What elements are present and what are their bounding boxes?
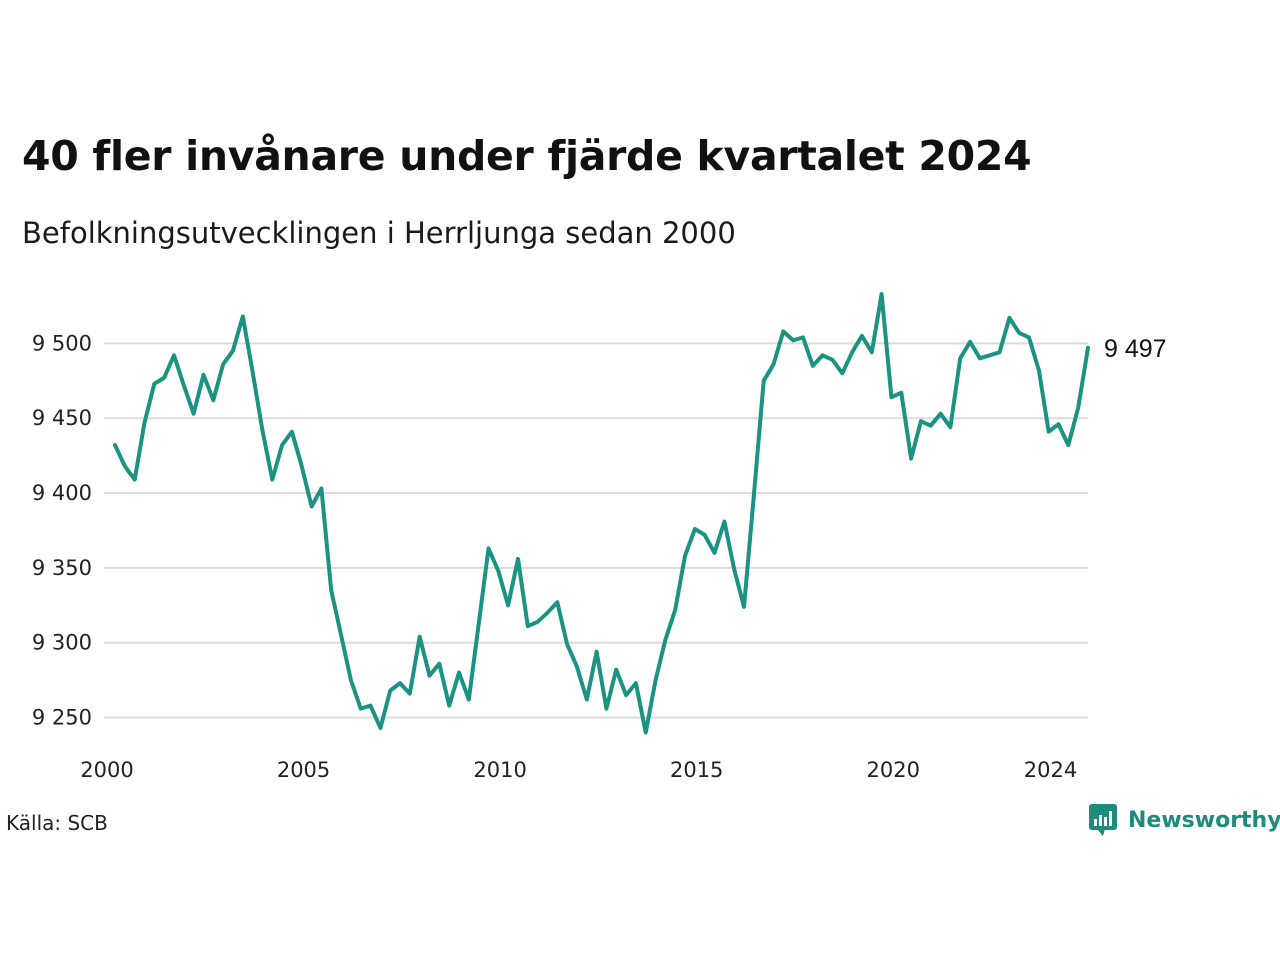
x-tick-label: 2024 bbox=[1024, 758, 1077, 782]
y-axis-tick-labels: 9 250 9 300 9 350 9 400 9 450 9 500 bbox=[32, 331, 92, 729]
chart-subtitle: Befolkningsutvecklingen i Herrljunga sed… bbox=[22, 216, 736, 250]
y-tick-label: 9 350 bbox=[32, 556, 92, 580]
x-tick-label: 2010 bbox=[473, 758, 526, 782]
x-tick-label: 2020 bbox=[867, 758, 920, 782]
series-line bbox=[113, 292, 1090, 735]
y-tick-label: 9 400 bbox=[32, 481, 92, 505]
y-tick-label: 9 500 bbox=[32, 331, 92, 355]
x-tick-label: 2015 bbox=[670, 758, 723, 782]
source-note: Källa: SCB bbox=[6, 811, 108, 835]
last-value-label: 9 497 bbox=[1104, 335, 1167, 363]
x-tick-label: 2005 bbox=[277, 758, 330, 782]
bar-chart-speech-bubble-icon bbox=[1089, 804, 1117, 836]
x-axis-tick-labels: 2000 2005 2010 2015 2020 2024 bbox=[80, 758, 1077, 782]
gridlines bbox=[104, 342, 1088, 719]
brand-logo[interactable]: Newsworthy bbox=[1088, 803, 1280, 837]
x-tick-label: 2000 bbox=[80, 758, 133, 782]
y-tick-label: 9 250 bbox=[32, 706, 92, 730]
y-tick-label: 9 450 bbox=[32, 406, 92, 430]
chart-title: 40 fler invånare under fjärde kvartalet … bbox=[22, 132, 1032, 180]
brand-name: Newsworthy bbox=[1128, 807, 1280, 833]
y-tick-label: 9 300 bbox=[32, 631, 92, 655]
